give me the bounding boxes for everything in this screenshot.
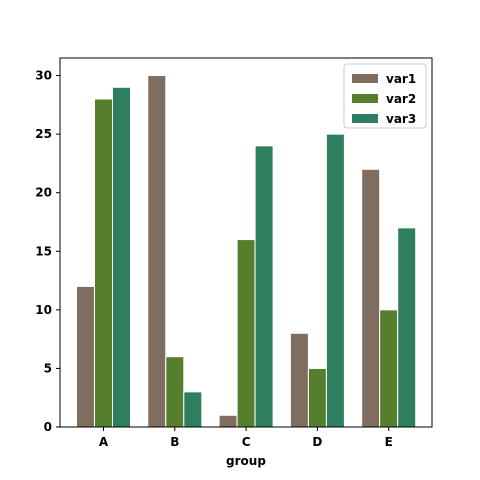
y-tick-label: 25 xyxy=(35,127,52,141)
y-tick-label: 0 xyxy=(44,420,52,434)
legend-label-var3: var3 xyxy=(386,112,416,126)
bar-var2-C xyxy=(236,239,256,428)
y-tick-label: 15 xyxy=(35,244,52,258)
bar-var1-D xyxy=(289,332,309,428)
bar-var2-E xyxy=(379,309,399,428)
bar-var3-B xyxy=(183,391,203,428)
y-tick-label: 5 xyxy=(44,361,52,375)
x-tick-label: E xyxy=(385,435,393,449)
x-tick-label: B xyxy=(170,435,179,449)
y-axis: 0 5 10 15 20 25 30 xyxy=(35,69,60,434)
bar-var2-B xyxy=(165,356,185,428)
bar-var2-A xyxy=(94,98,113,428)
x-tick-label: C xyxy=(242,435,251,449)
bar-var1-A xyxy=(76,285,95,428)
legend: var1 var2 var3 xyxy=(343,63,427,129)
bar-var3-A xyxy=(112,86,131,428)
bar-var3-D xyxy=(325,133,345,428)
bar-var1-E xyxy=(361,168,381,428)
bar-var2-D xyxy=(307,367,327,428)
bar-var3-E xyxy=(397,227,417,428)
x-axis-label: group xyxy=(226,454,266,468)
legend-label-var1: var1 xyxy=(386,72,416,86)
bars-layer xyxy=(76,75,417,428)
legend-swatch-var2 xyxy=(352,94,378,103)
legend-label-var2: var2 xyxy=(386,92,416,106)
y-tick-label: 30 xyxy=(35,69,52,83)
legend-swatch-var1 xyxy=(352,74,378,83)
x-tick-label: D xyxy=(312,435,322,449)
y-tick-label: 10 xyxy=(35,303,52,317)
y-tick-label: 20 xyxy=(35,186,52,200)
bar-var3-C xyxy=(254,145,274,428)
bar-var1-B xyxy=(147,75,167,428)
legend-swatch-var3 xyxy=(352,114,378,123)
bar-var1-C xyxy=(218,414,238,428)
x-tick-label: A xyxy=(99,435,109,449)
x-axis: A B C D E xyxy=(99,427,393,449)
